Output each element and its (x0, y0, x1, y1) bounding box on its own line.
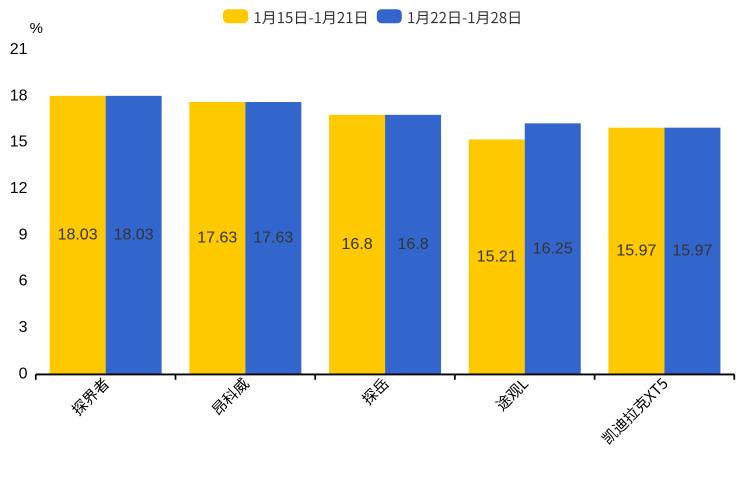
svg-text:0: 0 (19, 365, 28, 382)
svg-text:15.97: 15.97 (616, 243, 656, 260)
svg-text:18: 18 (10, 87, 28, 104)
svg-text:9: 9 (19, 226, 28, 243)
svg-text:17.63: 17.63 (253, 230, 293, 247)
svg-text:15.21: 15.21 (477, 248, 517, 265)
svg-text:15: 15 (10, 134, 28, 151)
svg-text:15.97: 15.97 (672, 243, 712, 260)
svg-text:18.03: 18.03 (114, 227, 154, 244)
svg-text:16.8: 16.8 (398, 236, 429, 253)
svg-text:16.8: 16.8 (342, 236, 373, 253)
svg-text:3: 3 (19, 319, 28, 336)
svg-text:16.25: 16.25 (533, 240, 573, 257)
svg-text:18.03: 18.03 (58, 227, 98, 244)
svg-text:6: 6 (19, 273, 28, 290)
svg-text:21: 21 (10, 41, 28, 58)
svg-text:17.63: 17.63 (197, 230, 237, 247)
svg-text:12: 12 (10, 180, 28, 197)
svg-text:%: % (30, 20, 43, 37)
